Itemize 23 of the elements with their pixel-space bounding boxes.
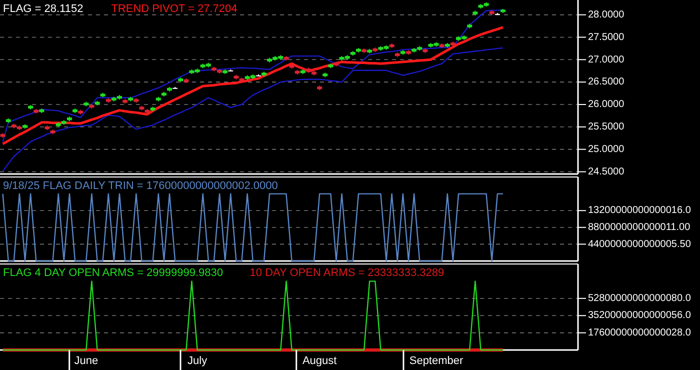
x-tick-label: August — [302, 354, 337, 367]
y-tick-label: 24.5000 — [588, 166, 625, 178]
y-tick-label: 4400000000000005.50 — [588, 238, 692, 250]
y-tick-label: 25.5000 — [588, 122, 625, 133]
y-tick-label: 26.5000 — [588, 76, 625, 88]
x-tick-label: June — [74, 354, 98, 367]
y-tick-label: 17600000000000028.0 — [588, 327, 692, 338]
annotation: 10 DAY OPEN ARMS = 23333333.3289 — [250, 267, 444, 279]
y-tick-label: 25.0000 — [588, 144, 625, 155]
y-tick-label: 27.5000 — [588, 32, 625, 43]
x-tick-label: September — [409, 354, 464, 367]
annotation: FLAG 4 DAY OPEN ARMS = 29999999.9830 — [3, 267, 224, 279]
annotation: TREND PIVOT = 27.7204 — [111, 3, 238, 15]
y-tick-label: 28.0000 — [588, 9, 625, 20]
annotation: FLAG = 28.1152 — [3, 3, 84, 15]
annotation: 9/18/25 FLAG DAILY TRIN = 17600000000000002.0000 — [3, 180, 278, 192]
y-tick-label: 52800000000000080.0 — [588, 293, 692, 304]
y-tick-label: 27.0000 — [588, 54, 625, 66]
y-tick-label: 26.0000 — [588, 99, 625, 110]
x-tick-label: July — [188, 354, 208, 367]
y-tick-label: 8800000000000011.00 — [588, 222, 691, 234]
y-tick-label: 35200000000000056.0 — [588, 310, 692, 322]
y-tick-label: 13200000000000016.0 — [588, 205, 692, 216]
